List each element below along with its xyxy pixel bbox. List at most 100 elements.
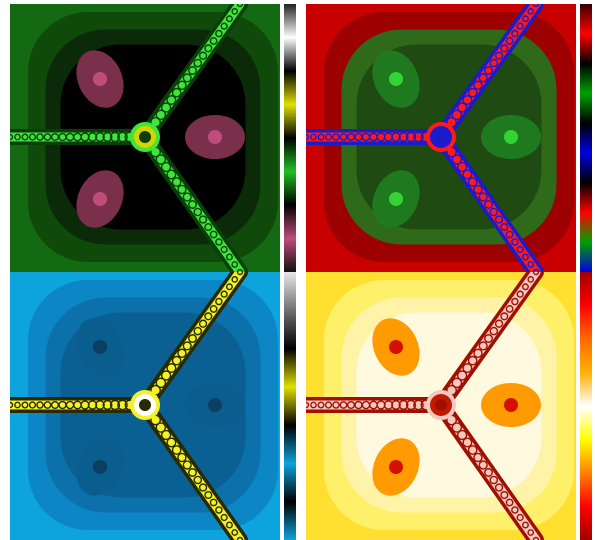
filament-bead — [21, 133, 29, 141]
filament-bead — [473, 80, 483, 91]
filament-bead — [494, 51, 504, 60]
filament-bead — [451, 377, 463, 389]
filament-bead — [473, 452, 483, 463]
filament-bead — [413, 131, 424, 143]
filament-bead — [489, 475, 499, 485]
filament-arm — [433, 272, 544, 413]
center-bulb — [130, 122, 160, 152]
filament-bead — [521, 521, 529, 529]
filament-bead — [36, 401, 44, 409]
lobe-blob — [372, 438, 420, 496]
filament-bead — [171, 445, 182, 455]
filament-bead — [339, 401, 348, 409]
filament-bead — [193, 326, 203, 336]
filament-bead — [332, 401, 340, 409]
filament-bead — [50, 132, 60, 142]
filament-bead — [188, 468, 197, 477]
fractal-panel-green — [10, 4, 280, 272]
filament-bead — [204, 44, 213, 53]
filament-bead — [225, 283, 233, 291]
filament-bead — [527, 276, 535, 283]
filament-bead — [489, 326, 499, 336]
filament-bead — [494, 483, 504, 492]
filament-bead — [166, 363, 177, 374]
filament-bead — [231, 276, 239, 283]
filament-bead — [182, 73, 192, 83]
filament-bead — [478, 73, 488, 83]
filament-arm — [306, 129, 449, 145]
filament-bead — [225, 15, 233, 23]
filament-bead — [117, 399, 128, 411]
filament-bead — [484, 200, 493, 209]
lobe-blob — [185, 383, 245, 427]
filament-bead — [225, 521, 233, 529]
filament-bead — [215, 238, 223, 246]
fractal-image-red — [306, 4, 576, 272]
filament-arm — [10, 129, 153, 145]
filament-bead — [28, 401, 37, 409]
filament-bead — [405, 131, 417, 143]
filament-bead — [209, 498, 218, 507]
filament-bead — [456, 161, 468, 173]
filament-bead — [467, 355, 478, 366]
fractal-panel-blue — [10, 272, 280, 540]
filament-bead — [505, 498, 514, 507]
filament-bead — [346, 132, 356, 142]
filament-bead — [500, 44, 509, 53]
filament-bead — [500, 222, 509, 232]
filament-bead — [209, 305, 218, 313]
filament-bead — [43, 133, 52, 141]
filament-arm — [306, 397, 449, 413]
filament-bead — [505, 230, 514, 239]
filament-bead — [182, 460, 192, 470]
filament-bead — [413, 399, 424, 411]
filament-bead — [505, 305, 514, 313]
filament-bead — [231, 529, 239, 536]
filament-bead — [160, 102, 172, 113]
filament-bead — [478, 341, 488, 351]
filament-bead — [188, 66, 197, 75]
filament-bead — [332, 133, 340, 141]
lobe-blob — [372, 318, 420, 376]
lobe-blob — [372, 50, 420, 108]
filament-bead — [527, 529, 535, 536]
filament-bead — [516, 22, 524, 30]
filament-bead — [209, 230, 218, 239]
filament-bead — [220, 513, 228, 522]
filament-bead — [171, 177, 182, 187]
filament-bead — [489, 58, 499, 68]
filament-bead — [511, 238, 519, 246]
colorbar-stripe-green — [284, 4, 296, 272]
lobe-blob — [76, 170, 124, 228]
filament-bead — [484, 468, 493, 477]
filament-bead — [489, 207, 499, 217]
colorbar-yellow — [580, 272, 592, 540]
filament-bead — [516, 290, 524, 298]
filament-bead — [467, 87, 478, 98]
filament-bead — [236, 268, 244, 272]
filament-bead — [505, 37, 514, 45]
filament-bead — [511, 29, 519, 38]
filament-bead — [155, 422, 167, 433]
filament-bead — [317, 133, 325, 141]
filament-bead — [456, 429, 468, 441]
filament-bead — [236, 536, 244, 540]
filament-bead — [494, 215, 504, 224]
fractal-image-green — [10, 4, 280, 272]
colorbar-stripe-red — [580, 4, 592, 272]
filament-bead — [467, 177, 478, 187]
filament-bead — [478, 460, 488, 470]
filament-bead — [182, 192, 192, 202]
filament-bead — [231, 261, 239, 268]
filament-bead — [166, 95, 177, 106]
filament-bead — [102, 131, 113, 143]
filament-bead — [188, 200, 197, 209]
filament-bead — [306, 401, 310, 409]
filament-bead — [188, 334, 197, 343]
colorbar-stripe-blue — [284, 272, 296, 540]
filament-bead — [398, 399, 409, 411]
filament-bead — [473, 184, 483, 195]
filament-bead — [462, 363, 473, 374]
filament-arm — [10, 397, 153, 413]
filament-bead — [182, 341, 192, 351]
